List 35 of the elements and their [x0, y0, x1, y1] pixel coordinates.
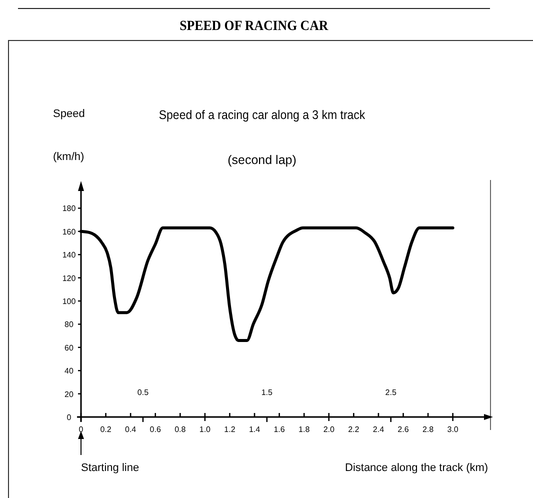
x-tick-label: 0.8 [174, 425, 186, 434]
y-tick-label: 0 [66, 413, 72, 422]
y-tick-label: 180 [62, 204, 76, 214]
y-tick-label: 100 [62, 297, 76, 306]
x-tick-label: 0.6 [150, 425, 162, 434]
x-tick-label: 1.4 [248, 425, 261, 434]
y-tick-label: 80 [64, 320, 74, 330]
text: Speed (km/h) [53, 108, 85, 163]
y-tick-label: 20 [64, 390, 74, 399]
x-axis-title: Distance along the track (km) [345, 462, 488, 474]
x-tick-label: 2.2 [348, 425, 360, 434]
x-tick-label: 3.0 [447, 425, 459, 434]
y-tick-label: 160 [62, 227, 76, 236]
x-tick-label: 0.2 [100, 425, 112, 434]
x-tick-label: 2.0 [323, 425, 335, 434]
y-tick-label: 140 [62, 250, 76, 260]
x-tick-label: 0 [78, 425, 84, 434]
x2-tick-label: 0.5 [137, 388, 150, 397]
text: (second lap) [228, 153, 296, 167]
x-tick-label: 2.6 [398, 425, 410, 434]
x-tick-label: 2.4 [372, 425, 385, 434]
x2-tick-label: 2.5 [385, 388, 397, 397]
x-tick-label: 2.8 [422, 425, 434, 434]
chart-subtitle: Speed of a racing car along a 3 km track [158, 108, 366, 122]
y-tick-label: 40 [64, 366, 74, 376]
y-tick-label: 60 [64, 343, 74, 352]
x-tick-label: 1.2 [224, 425, 236, 434]
text: Starting line [81, 462, 140, 474]
x-tick-label: 1.8 [298, 425, 310, 434]
x-tick-label: 1.6 [274, 425, 286, 434]
chart-title: SPEED OF RACING CAR [180, 18, 328, 34]
y-tick-label: 120 [62, 274, 76, 283]
x-tick-label: 1.0 [199, 425, 212, 434]
x-tick-label: 0.4 [125, 425, 137, 434]
x2-tick-label: 1.5 [261, 388, 274, 397]
